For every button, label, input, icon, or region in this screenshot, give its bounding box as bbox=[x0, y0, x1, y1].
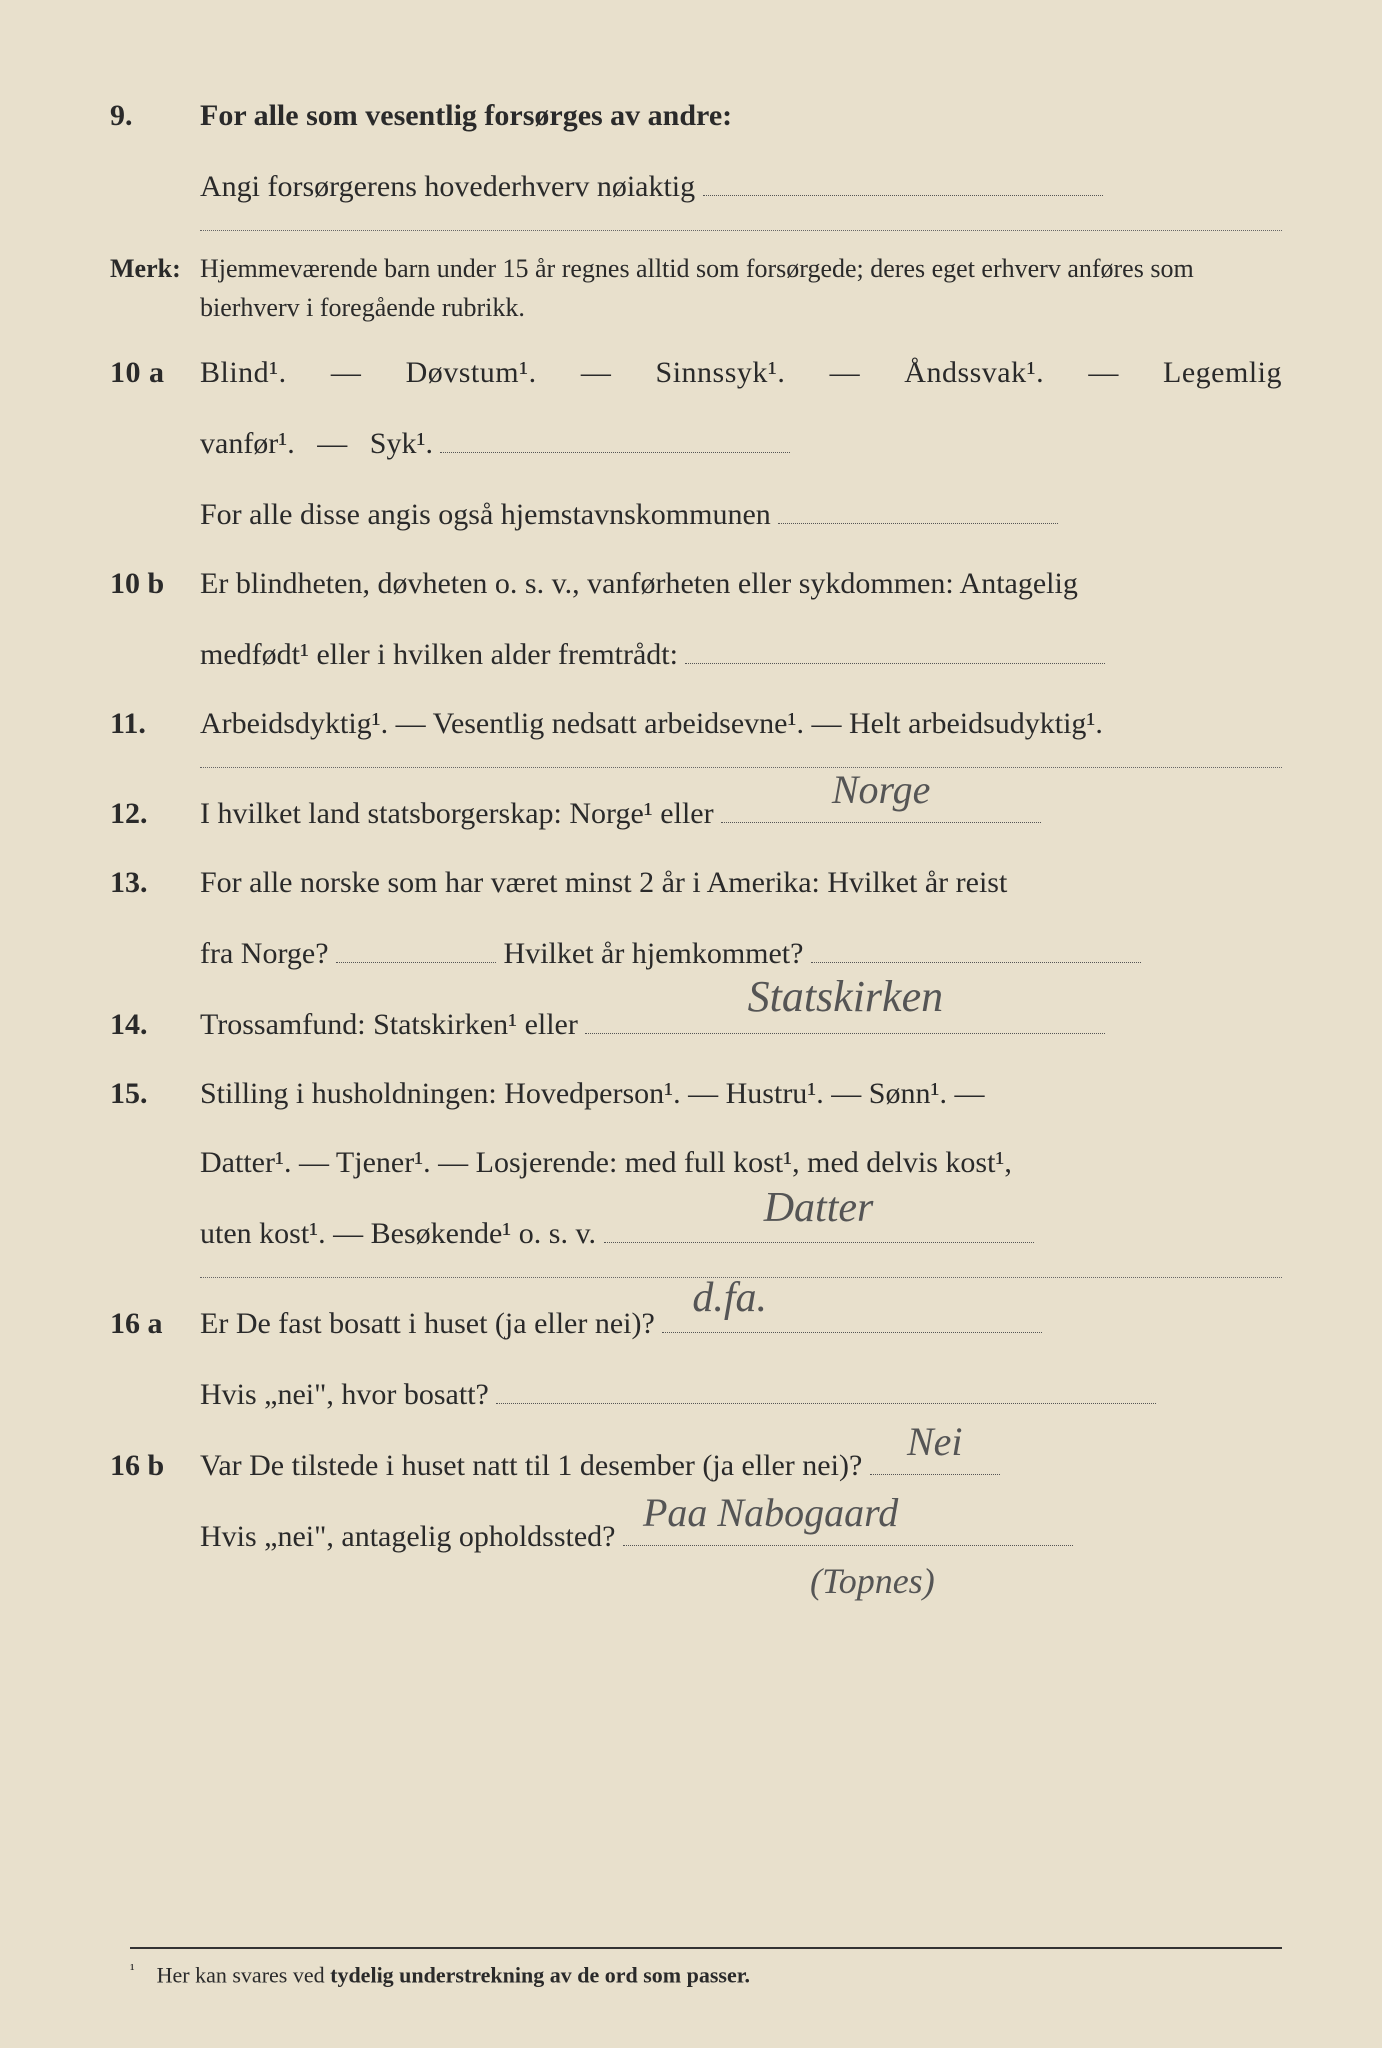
q15-line1: Stilling i husholdningen: Hovedperson¹. … bbox=[200, 1068, 1282, 1119]
q15-row3: uten kost¹. — Besøkende¹ o. s. v. Datter bbox=[110, 1206, 1282, 1259]
q16a-text2: Hvis „nei", hvor bosatt? bbox=[200, 1378, 489, 1411]
q10a-number: 10 a bbox=[110, 347, 200, 398]
merk-row: Merk: Hjemmeværende barn under 15 år reg… bbox=[110, 249, 1282, 327]
q16b-text2: Hvis „nei", antagelig opholdssted? bbox=[200, 1520, 616, 1553]
q10a-opt: Legemlig bbox=[1163, 347, 1282, 398]
q16b-answer1-blank[interactable]: Nei bbox=[870, 1438, 1000, 1475]
q10a-opt: Døvstum¹. bbox=[406, 347, 537, 398]
q15-line3: uten kost¹. — Besøkende¹ o. s. v. bbox=[200, 1217, 596, 1250]
census-form-page: 9. For alle som vesentlig forsørges av a… bbox=[0, 0, 1382, 2048]
q16a-answer1: d.fa. bbox=[662, 1263, 1042, 1334]
q13-text1: For alle norske som har været minst 2 år… bbox=[200, 857, 1282, 908]
q10b-number: 10 b bbox=[110, 558, 200, 609]
q9-line-row: Angi forsørgerens hovederhverv nøiaktig bbox=[110, 159, 1282, 212]
merk-text: Hjemmeværende barn under 15 år regnes al… bbox=[200, 249, 1282, 327]
q12-number: 12. bbox=[110, 788, 200, 839]
q16b-answer2: Paa Nabogaard bbox=[623, 1479, 1073, 1547]
q15-row1: 15. Stilling i husholdningen: Hovedperso… bbox=[110, 1068, 1282, 1119]
q13-blank2[interactable] bbox=[811, 926, 1141, 963]
q16a-row2: Hvis „nei", hvor bosatt? bbox=[110, 1367, 1282, 1420]
q12-row: 12. I hvilket land statsborgerskap: Norg… bbox=[110, 786, 1282, 839]
q14-number: 14. bbox=[110, 999, 200, 1050]
q12-answer-blank[interactable]: Norge bbox=[721, 786, 1041, 823]
q10a-opt: Syk¹. bbox=[370, 427, 433, 460]
q14-row: 14. Trossamfund: Statskirken¹ eller Stat… bbox=[110, 997, 1282, 1050]
q9-number: 9. bbox=[110, 90, 200, 141]
q10b-row1: 10 b Er blindheten, døvheten o. s. v., v… bbox=[110, 558, 1282, 609]
q10b-blank[interactable] bbox=[685, 627, 1105, 664]
q14-answer-blank[interactable]: Statskirken bbox=[585, 997, 1105, 1034]
q14-text: Trossamfund: Statskirken¹ eller bbox=[200, 1008, 578, 1041]
q10a-blank2[interactable] bbox=[778, 487, 1058, 524]
q10b-row2: medfødt¹ eller i hvilken alder fremtrådt… bbox=[110, 627, 1282, 680]
q15-answer-blank[interactable]: Datter bbox=[604, 1206, 1034, 1243]
q13-text2a: fra Norge? bbox=[200, 937, 329, 970]
q13-blank1[interactable] bbox=[336, 926, 496, 963]
q16b-row2: Hvis „nei", antagelig opholdssted? Paa N… bbox=[110, 1509, 1282, 1562]
q11-text: Arbeidsdyktig¹. — Vesentlig nedsatt arbe… bbox=[200, 698, 1282, 749]
q10b-text2: medfødt¹ eller i hvilken alder fremtrådt… bbox=[200, 638, 678, 671]
q15-number: 15. bbox=[110, 1068, 200, 1119]
footnote-text1: Her kan svares ved bbox=[157, 1962, 331, 1987]
q10a-row3: For alle disse angis også hjemstavnskomm… bbox=[110, 487, 1282, 540]
q10a-opt: Åndssvak¹. bbox=[904, 347, 1044, 398]
q16b-answer2-blank[interactable]: Paa Nabogaard bbox=[623, 1509, 1073, 1546]
q16a-number: 16 a bbox=[110, 1298, 200, 1349]
q10b-text1: Er blindheten, døvheten o. s. v., vanfør… bbox=[200, 558, 1282, 609]
q10a-opt: Sinnssyk¹. bbox=[656, 347, 786, 398]
q16b-answer1: Nei bbox=[870, 1408, 1000, 1476]
q16a-text1: Er De fast bosatt i huset (ja eller nei)… bbox=[200, 1307, 655, 1340]
q9-title: For alle som vesentlig forsørges av andr… bbox=[200, 90, 1282, 141]
q10a-opt: Blind¹. bbox=[200, 347, 287, 398]
q16a-row1: 16 a Er De fast bosatt i huset (ja eller… bbox=[110, 1296, 1282, 1349]
q16b-text1: Var De tilstede i huset natt til 1 desem… bbox=[200, 1449, 862, 1482]
footnote-text2: tydelig understrekning av de ord som pas… bbox=[330, 1962, 750, 1987]
q16a-answer1-blank[interactable]: d.fa. bbox=[662, 1296, 1042, 1333]
q11-row: 11. Arbeidsdyktig¹. — Vesentlig nedsatt … bbox=[110, 698, 1282, 749]
q16b-number: 16 b bbox=[110, 1440, 200, 1491]
q9-blank[interactable] bbox=[703, 159, 1103, 196]
q15-answer: Datter bbox=[604, 1173, 1034, 1244]
q16b-answer2b: (Topnes) bbox=[810, 1551, 935, 1612]
q12-answer: Norge bbox=[721, 756, 1041, 824]
q16a-blank2[interactable] bbox=[496, 1367, 1156, 1404]
q10a-blank[interactable] bbox=[440, 416, 790, 453]
q13-row1: 13. For alle norske som har været minst … bbox=[110, 857, 1282, 908]
q10a-opt: vanfør¹. bbox=[200, 427, 295, 460]
q10a-line3: For alle disse angis også hjemstavnskomm… bbox=[200, 498, 771, 531]
q9-row: 9. For alle som vesentlig forsørges av a… bbox=[110, 90, 1282, 141]
q10a-row1: 10 a Blind¹. — Døvstum¹. — Sinnssyk¹. — … bbox=[110, 347, 1282, 398]
footnote-marker: ¹ bbox=[130, 1961, 135, 1978]
divider bbox=[200, 230, 1282, 231]
q12-text: I hvilket land statsborgerskap: Norge¹ e… bbox=[200, 797, 714, 830]
q11-number: 11. bbox=[110, 698, 200, 749]
q13-number: 13. bbox=[110, 857, 200, 908]
q14-answer: Statskirken bbox=[585, 960, 1105, 1035]
footnote: ¹ Her kan svares ved tydelig understrekn… bbox=[130, 1947, 1282, 1988]
merk-label: Merk: bbox=[110, 249, 200, 327]
q10a-row2: vanfør¹. — Syk¹. bbox=[110, 416, 1282, 469]
q9-prompt: Angi forsørgerens hovederhverv nøiaktig bbox=[200, 170, 695, 203]
